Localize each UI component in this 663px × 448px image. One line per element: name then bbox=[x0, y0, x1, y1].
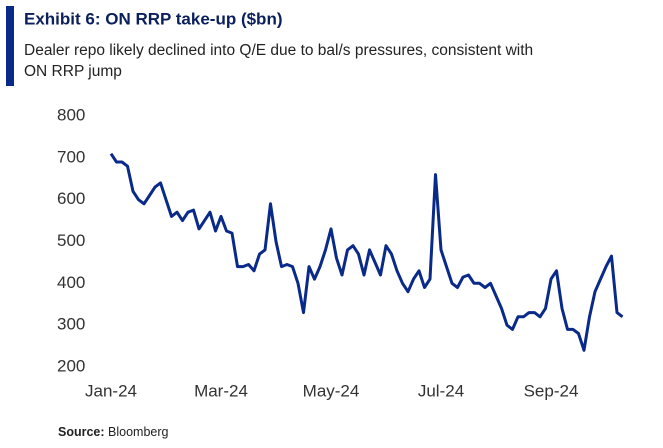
y-tick-label: 600 bbox=[57, 189, 85, 208]
x-tick-label: Jan-24 bbox=[85, 381, 137, 400]
source-label: Source: bbox=[58, 425, 105, 439]
y-tick-label: 300 bbox=[57, 315, 85, 334]
y-tick-label: 500 bbox=[57, 231, 85, 250]
y-tick-label: 700 bbox=[57, 147, 85, 166]
y-tick-label: 800 bbox=[57, 105, 85, 124]
x-tick-label: Mar-24 bbox=[194, 381, 248, 400]
x-tick-label: Sep-24 bbox=[524, 381, 579, 400]
x-tick-label: May-24 bbox=[303, 381, 360, 400]
y-tick-label: 400 bbox=[57, 273, 85, 292]
data-line bbox=[109, 152, 624, 352]
y-tick-label: 200 bbox=[57, 356, 85, 375]
source-text: Bloomberg bbox=[108, 425, 168, 439]
subtitle: Dealer repo likely declined into Q/E due… bbox=[24, 42, 533, 59]
accent-bar bbox=[6, 6, 14, 86]
x-tick-label: Jul-24 bbox=[418, 381, 464, 400]
source: Source: Bloomberg bbox=[58, 425, 169, 439]
subtitle: ON RRP jump bbox=[24, 63, 122, 80]
chart-title: Exhibit 6: ON RRP take-up ($bn) bbox=[24, 9, 283, 28]
